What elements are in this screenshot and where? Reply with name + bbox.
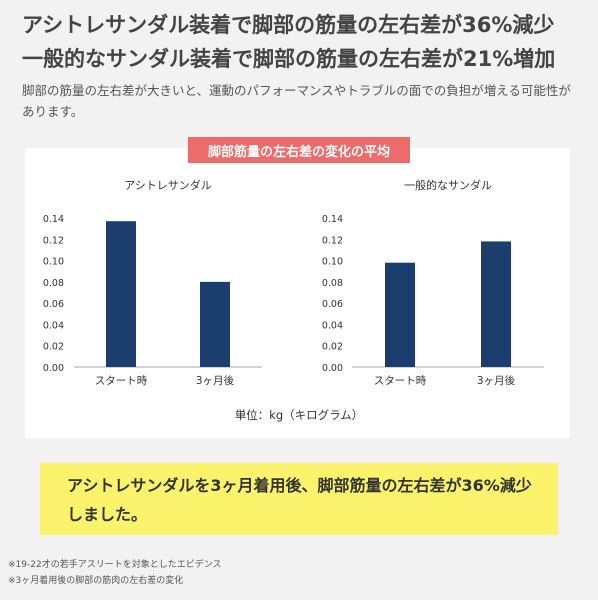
x-tick-label: 3ヶ月後: [196, 374, 235, 387]
y-tick-label: 0.00: [322, 363, 343, 374]
chart-title: 一般的なサンダル: [404, 178, 492, 192]
y-tick-label: 0.02: [43, 342, 64, 353]
headline-line-2: 一般的なサンダル装着で脚部の筋量の左右差が21%増加: [22, 47, 556, 71]
y-tick-label: 0.12: [43, 235, 64, 246]
footnote-1: ※19-22才の若手アスリートを対象としたエビデンス: [8, 560, 222, 570]
highlight-box: アシトレサンダルを3ヶ月着用後、脚部筋量の左右差が36%減少しました。: [40, 463, 558, 535]
y-tick-label: 0.02: [322, 342, 343, 353]
highlight-text: アシトレサンダルを3ヶ月着用後、脚部筋量の左右差が36%減少しました。: [67, 476, 532, 524]
headline: アシトレサンダル装着で脚部の筋量の左右差が36%減少 一般的なサンダル装着で脚部…: [22, 8, 555, 76]
y-tick-label: 0.08: [43, 278, 64, 289]
y-tick-label: 0.08: [322, 278, 343, 289]
y-tick-label: 0.00: [43, 363, 64, 374]
y-tick-label: 0.14: [43, 214, 64, 225]
x-tick-label: 3ヶ月後: [477, 374, 516, 387]
unit-label: 単位：kg（キログラム）: [234, 408, 364, 422]
headline-line-1: アシトレサンダル装着で脚部の筋量の左右差が36%減少: [22, 13, 555, 37]
y-tick-label: 0.06: [43, 299, 64, 310]
subtitle: 脚部の筋量の左右差が大きいと、運動のパフォーマンスやトラブルの面での負担が増える…: [22, 83, 571, 119]
bar: [200, 281, 230, 367]
y-tick-label: 0.12: [322, 235, 343, 246]
y-tick-label: 0.04: [43, 320, 64, 331]
bar: [385, 262, 415, 367]
y-tick-label: 0.04: [322, 320, 343, 331]
y-tick-label: 0.06: [322, 299, 343, 310]
x-tick-label: スタート時: [95, 375, 148, 387]
y-tick-label: 0.10: [43, 257, 64, 268]
chart-title: アシトレサンダル: [124, 178, 212, 192]
y-tick-label: 0.14: [322, 214, 343, 225]
bar: [106, 221, 136, 367]
x-tick-label: スタート時: [374, 375, 427, 387]
footnote-2: ※3ヶ月着用後の脚部の筋肉の左右差の変化: [8, 576, 184, 586]
chart-panel-title: 脚部筋量の左右差の変化の平均: [188, 137, 410, 163]
bar: [481, 241, 511, 367]
y-tick-label: 0.10: [322, 257, 343, 268]
